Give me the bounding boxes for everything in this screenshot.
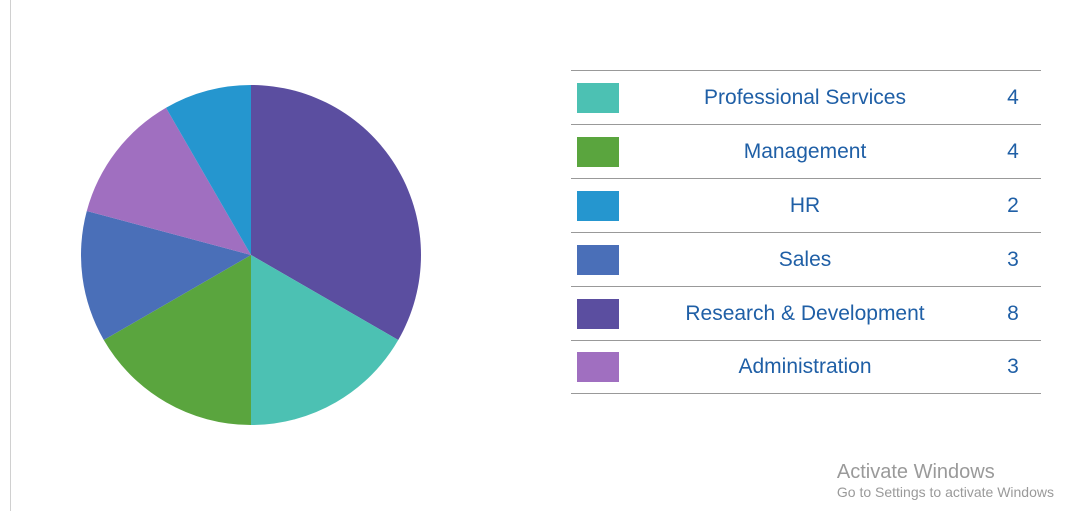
chart-canvas: Professional Services4Management4HR2Sale… xyxy=(10,0,1074,511)
legend-value: 3 xyxy=(991,248,1041,272)
legend-swatch xyxy=(577,137,619,167)
legend-row: Sales3 xyxy=(571,232,1041,286)
legend-row: HR2 xyxy=(571,178,1041,232)
legend-label: Administration xyxy=(619,355,991,379)
watermark-subtitle: Go to Settings to activate Windows xyxy=(837,484,1054,501)
legend-swatch xyxy=(577,191,619,221)
legend-row: Administration3 xyxy=(571,340,1041,394)
legend-swatch xyxy=(577,299,619,329)
legend-value: 8 xyxy=(991,302,1041,326)
legend-label: Professional Services xyxy=(619,86,991,110)
legend-row: Professional Services4 xyxy=(571,70,1041,124)
legend-label: Research & Development xyxy=(619,302,991,326)
legend-value: 4 xyxy=(991,140,1041,164)
legend-value: 3 xyxy=(991,355,1041,379)
pie-chart xyxy=(81,85,421,425)
legend-value: 2 xyxy=(991,194,1041,218)
legend-row: Research & Development8 xyxy=(571,286,1041,340)
windows-activation-watermark: Activate Windows Go to Settings to activ… xyxy=(837,460,1054,501)
legend-label: HR xyxy=(619,194,991,218)
legend-swatch xyxy=(577,352,619,382)
watermark-title: Activate Windows xyxy=(837,460,1054,484)
legend-label: Management xyxy=(619,140,991,164)
legend-swatch xyxy=(577,245,619,275)
legend-table: Professional Services4Management4HR2Sale… xyxy=(571,70,1041,394)
legend-row: Management4 xyxy=(571,124,1041,178)
legend-label: Sales xyxy=(619,248,991,272)
legend-value: 4 xyxy=(991,86,1041,110)
legend-swatch xyxy=(577,83,619,113)
